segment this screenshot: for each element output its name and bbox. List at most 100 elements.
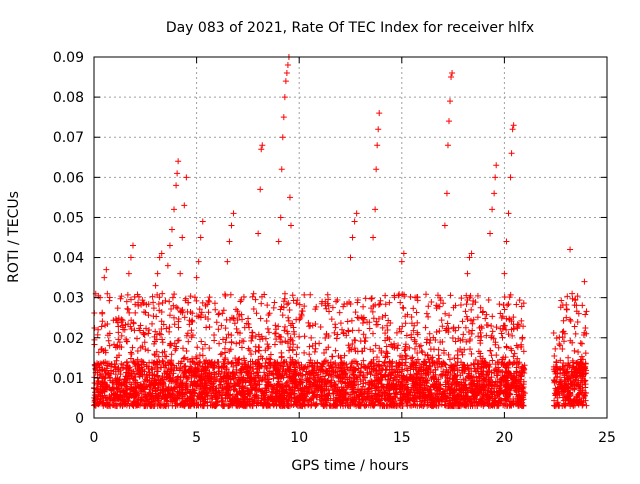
data-point [499,335,505,341]
data-point [338,320,344,326]
data-point [175,158,181,164]
data-point [266,344,272,350]
data-point [428,299,434,305]
data-point [212,307,218,313]
data-point [215,311,221,317]
data-point [397,299,403,305]
data-point [501,271,507,277]
data-point [460,331,466,337]
data-point [350,327,356,333]
data-point [124,359,130,365]
data-point [333,299,339,305]
x-tick-label: 10 [290,430,308,446]
data-point [280,134,286,140]
data-point [469,328,475,334]
data-point [130,243,136,249]
data-point [508,174,514,180]
data-point [572,324,578,330]
data-point [583,308,589,314]
data-point [206,345,212,351]
data-point [558,298,564,304]
data-point [308,335,314,341]
data-point [307,344,313,350]
data-point [219,310,225,316]
data-point [279,354,285,360]
data-point [254,310,260,316]
data-point [424,311,430,317]
data-point [284,70,290,76]
data-point [167,243,173,249]
data-point [264,302,270,308]
data-point [125,292,131,298]
data-point [313,346,319,352]
data-point [414,320,420,326]
data-point [155,271,161,277]
data-point [439,317,445,323]
data-point [222,293,228,299]
data-point [318,324,324,330]
y-tick-label: 0 [75,411,84,427]
data-point [128,255,134,261]
data-point [205,309,211,315]
data-point [126,271,132,277]
y-tick-label: 0.01 [53,371,84,387]
data-point [449,70,455,76]
data-point [135,348,141,354]
data-point [561,318,567,324]
data-point [221,307,227,313]
data-point [179,235,185,241]
data-point [451,355,457,361]
data-point [423,291,429,297]
data-point [447,356,453,362]
data-point [211,332,217,338]
data-point [582,311,588,317]
data-point [312,321,318,327]
data-point [360,304,366,310]
data-point [403,359,409,365]
data-point [282,94,288,100]
data-point [349,318,355,324]
data-point [373,166,379,172]
data-point [276,239,282,245]
data-point [272,322,278,328]
data-point [306,323,312,329]
data-point [493,162,499,168]
data-point [125,306,131,312]
data-point [293,317,299,323]
data-point [578,340,584,346]
data-point [512,351,518,357]
data-point [427,331,433,337]
data-point [193,298,199,304]
data-point [115,305,121,311]
data-point [423,325,429,331]
data-point [129,351,135,357]
data-point [506,301,512,307]
data-point [400,305,406,311]
data-point [141,309,147,315]
data-point [493,324,499,330]
data-point [334,336,340,342]
data-point [329,353,335,359]
data-point [228,222,234,228]
data-point [410,305,416,311]
data-point [564,293,570,299]
data-point [427,340,433,346]
data-point [264,318,270,324]
data-point [415,356,421,362]
data-point [488,323,494,329]
data-point [383,301,389,307]
data-point [376,110,382,116]
data-point [394,345,400,351]
data-point [287,194,293,200]
data-point [232,320,238,326]
data-point [570,296,576,302]
data-point [189,317,195,323]
data-point [214,319,220,325]
data-point [250,294,256,300]
data-point [482,316,488,322]
chart-title: Day 083 of 2021, Rate Of TEC Index for r… [166,20,534,36]
data-point [517,297,523,303]
data-point [155,369,161,375]
data-point [194,275,200,281]
data-point [198,338,204,344]
